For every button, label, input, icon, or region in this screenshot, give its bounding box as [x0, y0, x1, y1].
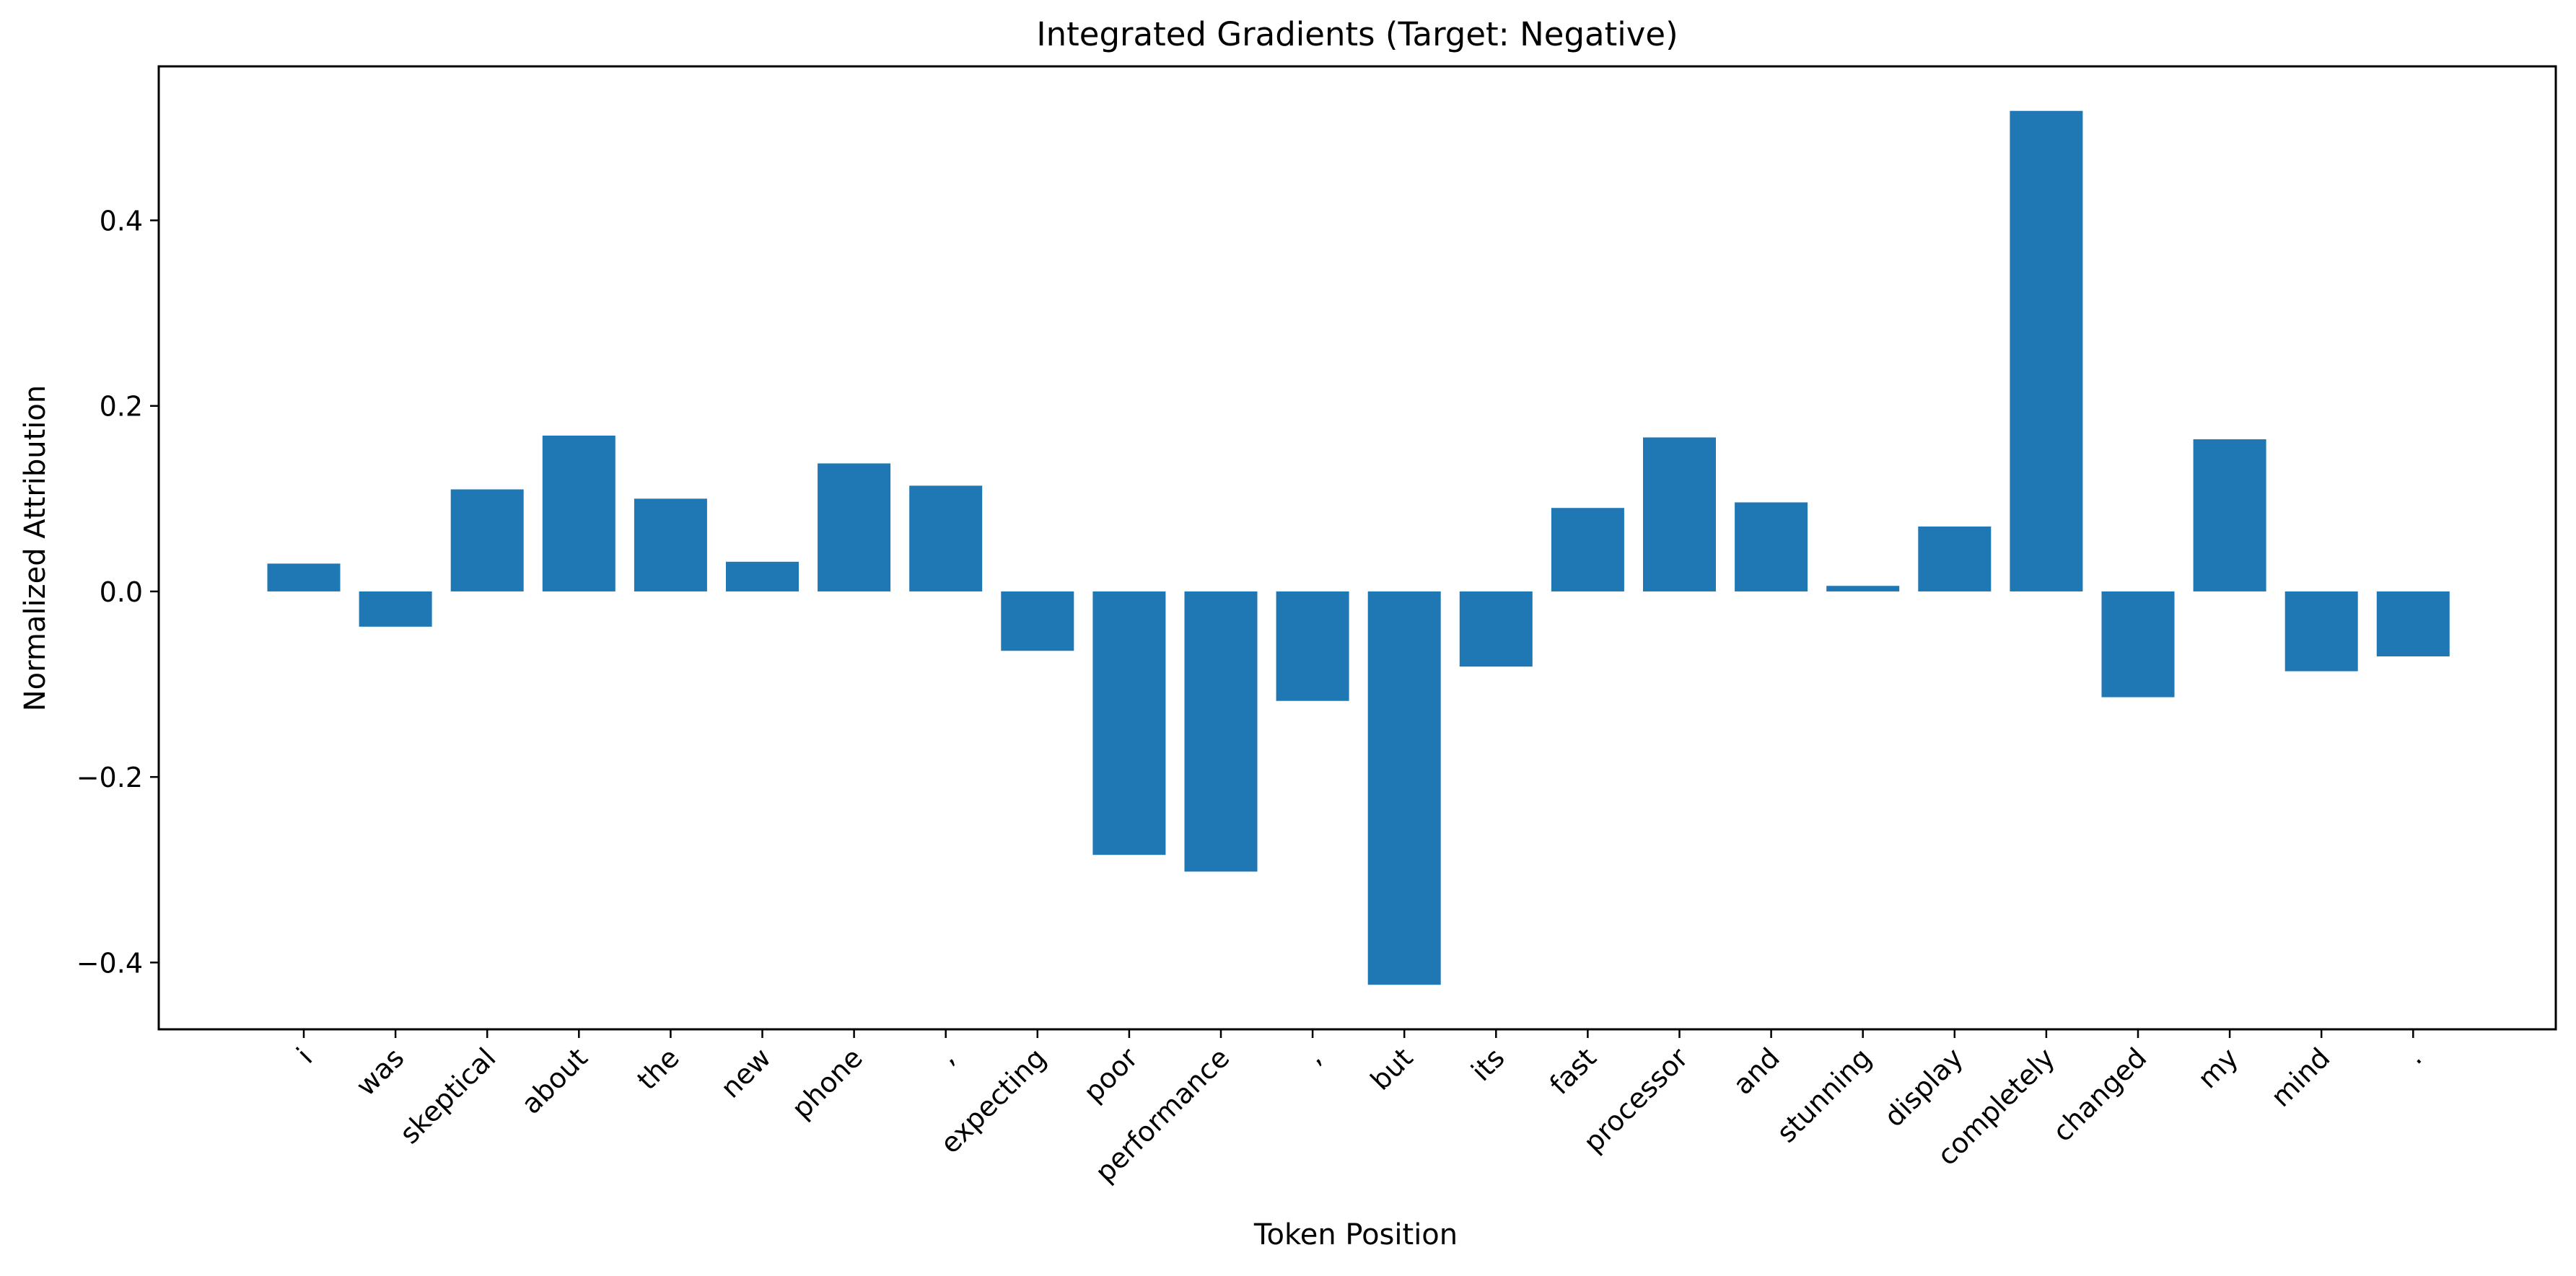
- bar: [818, 463, 891, 591]
- y-tick-label: −0.4: [76, 947, 143, 979]
- bar: [2010, 110, 2083, 591]
- y-tick-label: 0.4: [100, 205, 143, 237]
- y-tick-label: 0.2: [100, 391, 143, 423]
- bar: [1001, 591, 1074, 651]
- bar: [2376, 591, 2450, 656]
- bar: [2193, 439, 2266, 591]
- bar: [726, 561, 799, 591]
- plot-frame: [157, 65, 2557, 1031]
- bar: [542, 435, 615, 591]
- bar: [1643, 437, 1716, 591]
- bar: [909, 485, 983, 591]
- bar: [1092, 591, 1166, 855]
- y-tick-label: 0.0: [100, 576, 143, 608]
- bar: [450, 489, 524, 591]
- x-axis-label: Token Position: [1253, 1218, 1458, 1251]
- bar: [359, 591, 432, 627]
- bars-layer: [267, 110, 2450, 985]
- bar: [2101, 591, 2175, 698]
- bar: [1459, 591, 1533, 667]
- y-ticks-layer: −0.4 −0.2 0.0 0.2 0.4: [76, 205, 159, 979]
- bar: [1918, 526, 1992, 591]
- bar: [1826, 586, 1900, 591]
- bar: [1735, 502, 1808, 591]
- bar: [1276, 591, 1349, 701]
- chart-title: Integrated Gradients (Target: Negative): [1036, 15, 1678, 53]
- y-axis-label: Normalized Attribution: [19, 385, 52, 712]
- bar: [1184, 591, 1258, 872]
- bar: [1551, 508, 1624, 591]
- bar: [267, 563, 341, 591]
- bar: [2284, 591, 2358, 672]
- bar: [1367, 591, 1441, 985]
- y-tick-label: −0.2: [76, 762, 143, 793]
- bar: [634, 498, 707, 591]
